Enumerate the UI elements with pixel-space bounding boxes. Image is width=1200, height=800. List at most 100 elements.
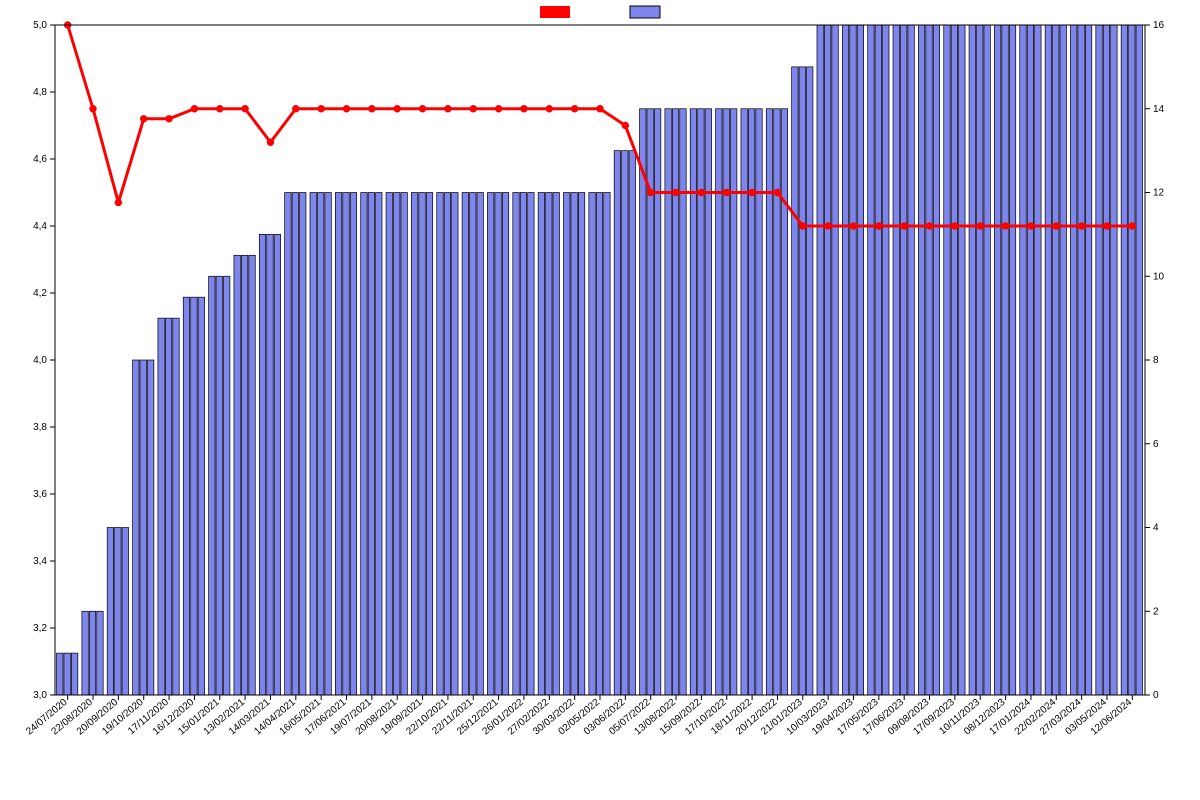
- bar: [614, 151, 620, 695]
- bar: [386, 193, 392, 696]
- bar: [977, 25, 983, 695]
- bar: [513, 193, 519, 696]
- line-marker: [419, 106, 425, 112]
- bar: [705, 109, 711, 695]
- bar: [654, 109, 660, 695]
- bar: [893, 25, 899, 695]
- y-right-tick-label: 14: [1153, 104, 1165, 115]
- line-marker: [495, 106, 501, 112]
- y-left-tick-label: 5,0: [33, 20, 47, 31]
- bar: [850, 25, 856, 695]
- bar: [122, 528, 128, 696]
- bar: [107, 528, 113, 696]
- bar: [57, 653, 63, 695]
- line-marker: [825, 223, 831, 229]
- line-marker: [90, 106, 96, 112]
- bar: [1009, 25, 1015, 695]
- bar: [198, 297, 204, 695]
- bar: [883, 25, 889, 695]
- line-marker: [521, 106, 527, 112]
- bar: [553, 193, 559, 696]
- line-marker: [800, 223, 806, 229]
- y-right-tick-label: 4: [1153, 523, 1159, 534]
- bar: [462, 193, 468, 696]
- bar: [832, 25, 838, 695]
- line-marker: [470, 106, 476, 112]
- line-marker: [850, 223, 856, 229]
- line-marker: [318, 106, 324, 112]
- line-marker: [698, 189, 704, 195]
- legend-swatch-bar: [630, 6, 660, 18]
- line-marker: [445, 106, 451, 112]
- bar: [538, 193, 544, 696]
- line-marker: [1002, 223, 1008, 229]
- bar: [875, 25, 881, 695]
- line-marker: [546, 106, 552, 112]
- bar: [249, 255, 255, 695]
- bar: [589, 193, 595, 696]
- bar: [1020, 25, 1026, 695]
- bar: [926, 25, 932, 695]
- line-marker: [673, 189, 679, 195]
- y-right-tick-label: 16: [1153, 20, 1165, 31]
- bar: [969, 25, 975, 695]
- y-right-tick-label: 12: [1153, 188, 1165, 199]
- bar: [868, 25, 874, 695]
- bar: [944, 25, 950, 695]
- bar: [741, 109, 747, 695]
- y-left-tick-label: 3,6: [33, 489, 47, 500]
- bar: [730, 109, 736, 695]
- bar: [241, 255, 247, 695]
- bar: [546, 193, 552, 696]
- bar: [1085, 25, 1091, 695]
- bar: [665, 109, 671, 695]
- bar: [698, 109, 704, 695]
- bar: [97, 611, 103, 695]
- bar: [64, 653, 70, 695]
- bar: [158, 318, 164, 695]
- bar: [520, 193, 526, 696]
- bar: [317, 193, 323, 696]
- bar: [578, 193, 584, 696]
- bar: [495, 193, 501, 696]
- bar: [411, 193, 417, 696]
- bar: [604, 193, 610, 696]
- line-marker: [1104, 223, 1110, 229]
- line-marker: [571, 106, 577, 112]
- line-marker: [115, 199, 121, 205]
- bar: [857, 25, 863, 695]
- line-marker: [597, 106, 603, 112]
- bar: [267, 234, 273, 695]
- y-left-tick-label: 4,6: [33, 154, 47, 165]
- bar: [393, 193, 399, 696]
- bar: [216, 276, 222, 695]
- bar: [1045, 25, 1051, 695]
- bar: [401, 193, 407, 696]
- bar: [1136, 25, 1142, 695]
- line-marker: [394, 106, 400, 112]
- bar: [984, 25, 990, 695]
- bar: [133, 360, 139, 695]
- bar: [824, 25, 830, 695]
- bar: [274, 234, 280, 695]
- line-marker: [1028, 223, 1034, 229]
- bar: [325, 193, 331, 696]
- bar: [165, 318, 171, 695]
- bar: [470, 193, 476, 696]
- bar: [173, 318, 179, 695]
- bar: [82, 611, 88, 695]
- bar: [959, 25, 965, 695]
- legend-swatch-line: [540, 6, 570, 18]
- line-marker: [774, 189, 780, 195]
- y-left-tick-label: 4,8: [33, 87, 47, 98]
- bar: [350, 193, 356, 696]
- bar: [426, 193, 432, 696]
- line-marker: [1053, 223, 1059, 229]
- bar: [680, 109, 686, 695]
- bar: [766, 109, 772, 695]
- line-marker: [901, 223, 907, 229]
- y-left-tick-label: 4,0: [33, 355, 47, 366]
- bar: [140, 360, 146, 695]
- bar: [640, 109, 646, 695]
- bar: [622, 151, 628, 695]
